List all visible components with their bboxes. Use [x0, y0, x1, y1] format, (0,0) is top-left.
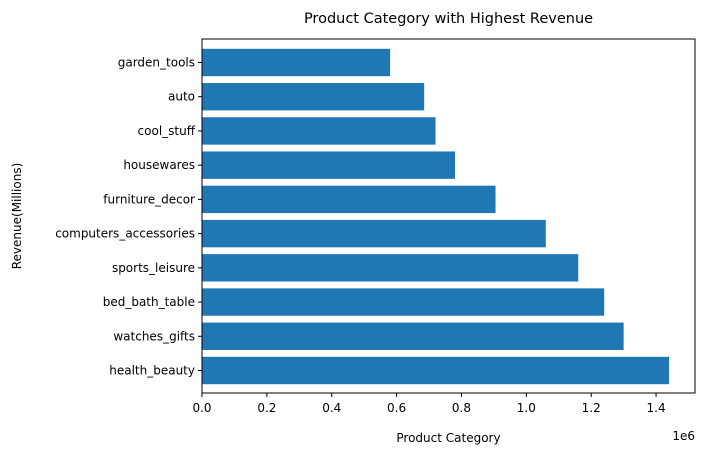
- x-tick-label: 1.0: [517, 401, 536, 415]
- x-tick-label: 0.0: [192, 401, 211, 415]
- y-tick-label: sports_leisure: [112, 261, 195, 275]
- y-axis-ticks: health_beauty watches_gifts bed_bath_table…: [55, 56, 202, 378]
- y-tick-label: bed_bath_table: [103, 295, 195, 309]
- bar-cool_stuff: [202, 117, 436, 145]
- y-tick-label: auto: [168, 90, 195, 104]
- x-tick-label: 1.2: [582, 401, 601, 415]
- plot-frame: [201, 38, 696, 394]
- x-axis-offset-label: 1e6: [672, 429, 695, 443]
- bar-bed_bath_table: [202, 288, 605, 316]
- x-tick-label: 1.4: [647, 401, 666, 415]
- y-tick-label: furniture_decor: [103, 192, 195, 206]
- y-tick-label: cool_stuff: [138, 124, 196, 138]
- bar-watches_gifts: [202, 322, 624, 350]
- bar-sports_leisure: [202, 254, 579, 282]
- y-tick-label: garden_tools: [118, 56, 195, 70]
- x-tick-label: 0.6: [387, 401, 406, 415]
- bar-computers_accessories: [202, 219, 546, 248]
- bars: [202, 48, 670, 385]
- y-tick-label: watches_gifts: [113, 329, 195, 343]
- bar-auto: [202, 83, 425, 111]
- bar-furniture_decor: [202, 185, 496, 214]
- x-axis-ticks: 0.0 0.2 0.4 0.6 0.8 1.0 1.2 1.4: [192, 393, 666, 415]
- bar-garden_tools: [202, 48, 391, 77]
- y-axis-label: Revenue(Millions): [10, 163, 24, 270]
- y-tick-label: housewares: [123, 158, 195, 172]
- bar-health_beauty: [202, 356, 670, 385]
- x-tick-label: 0.4: [322, 401, 341, 415]
- x-axis-label: Product Category: [396, 431, 500, 445]
- chart-title: Product Category with Highest Revenue: [304, 11, 593, 27]
- x-tick-label: 0.2: [257, 401, 276, 415]
- bar-housewares: [202, 151, 455, 179]
- y-tick-label: computers_accessories: [55, 227, 195, 241]
- x-tick-label: 0.8: [452, 401, 471, 415]
- y-tick-label: health_beauty: [109, 364, 195, 378]
